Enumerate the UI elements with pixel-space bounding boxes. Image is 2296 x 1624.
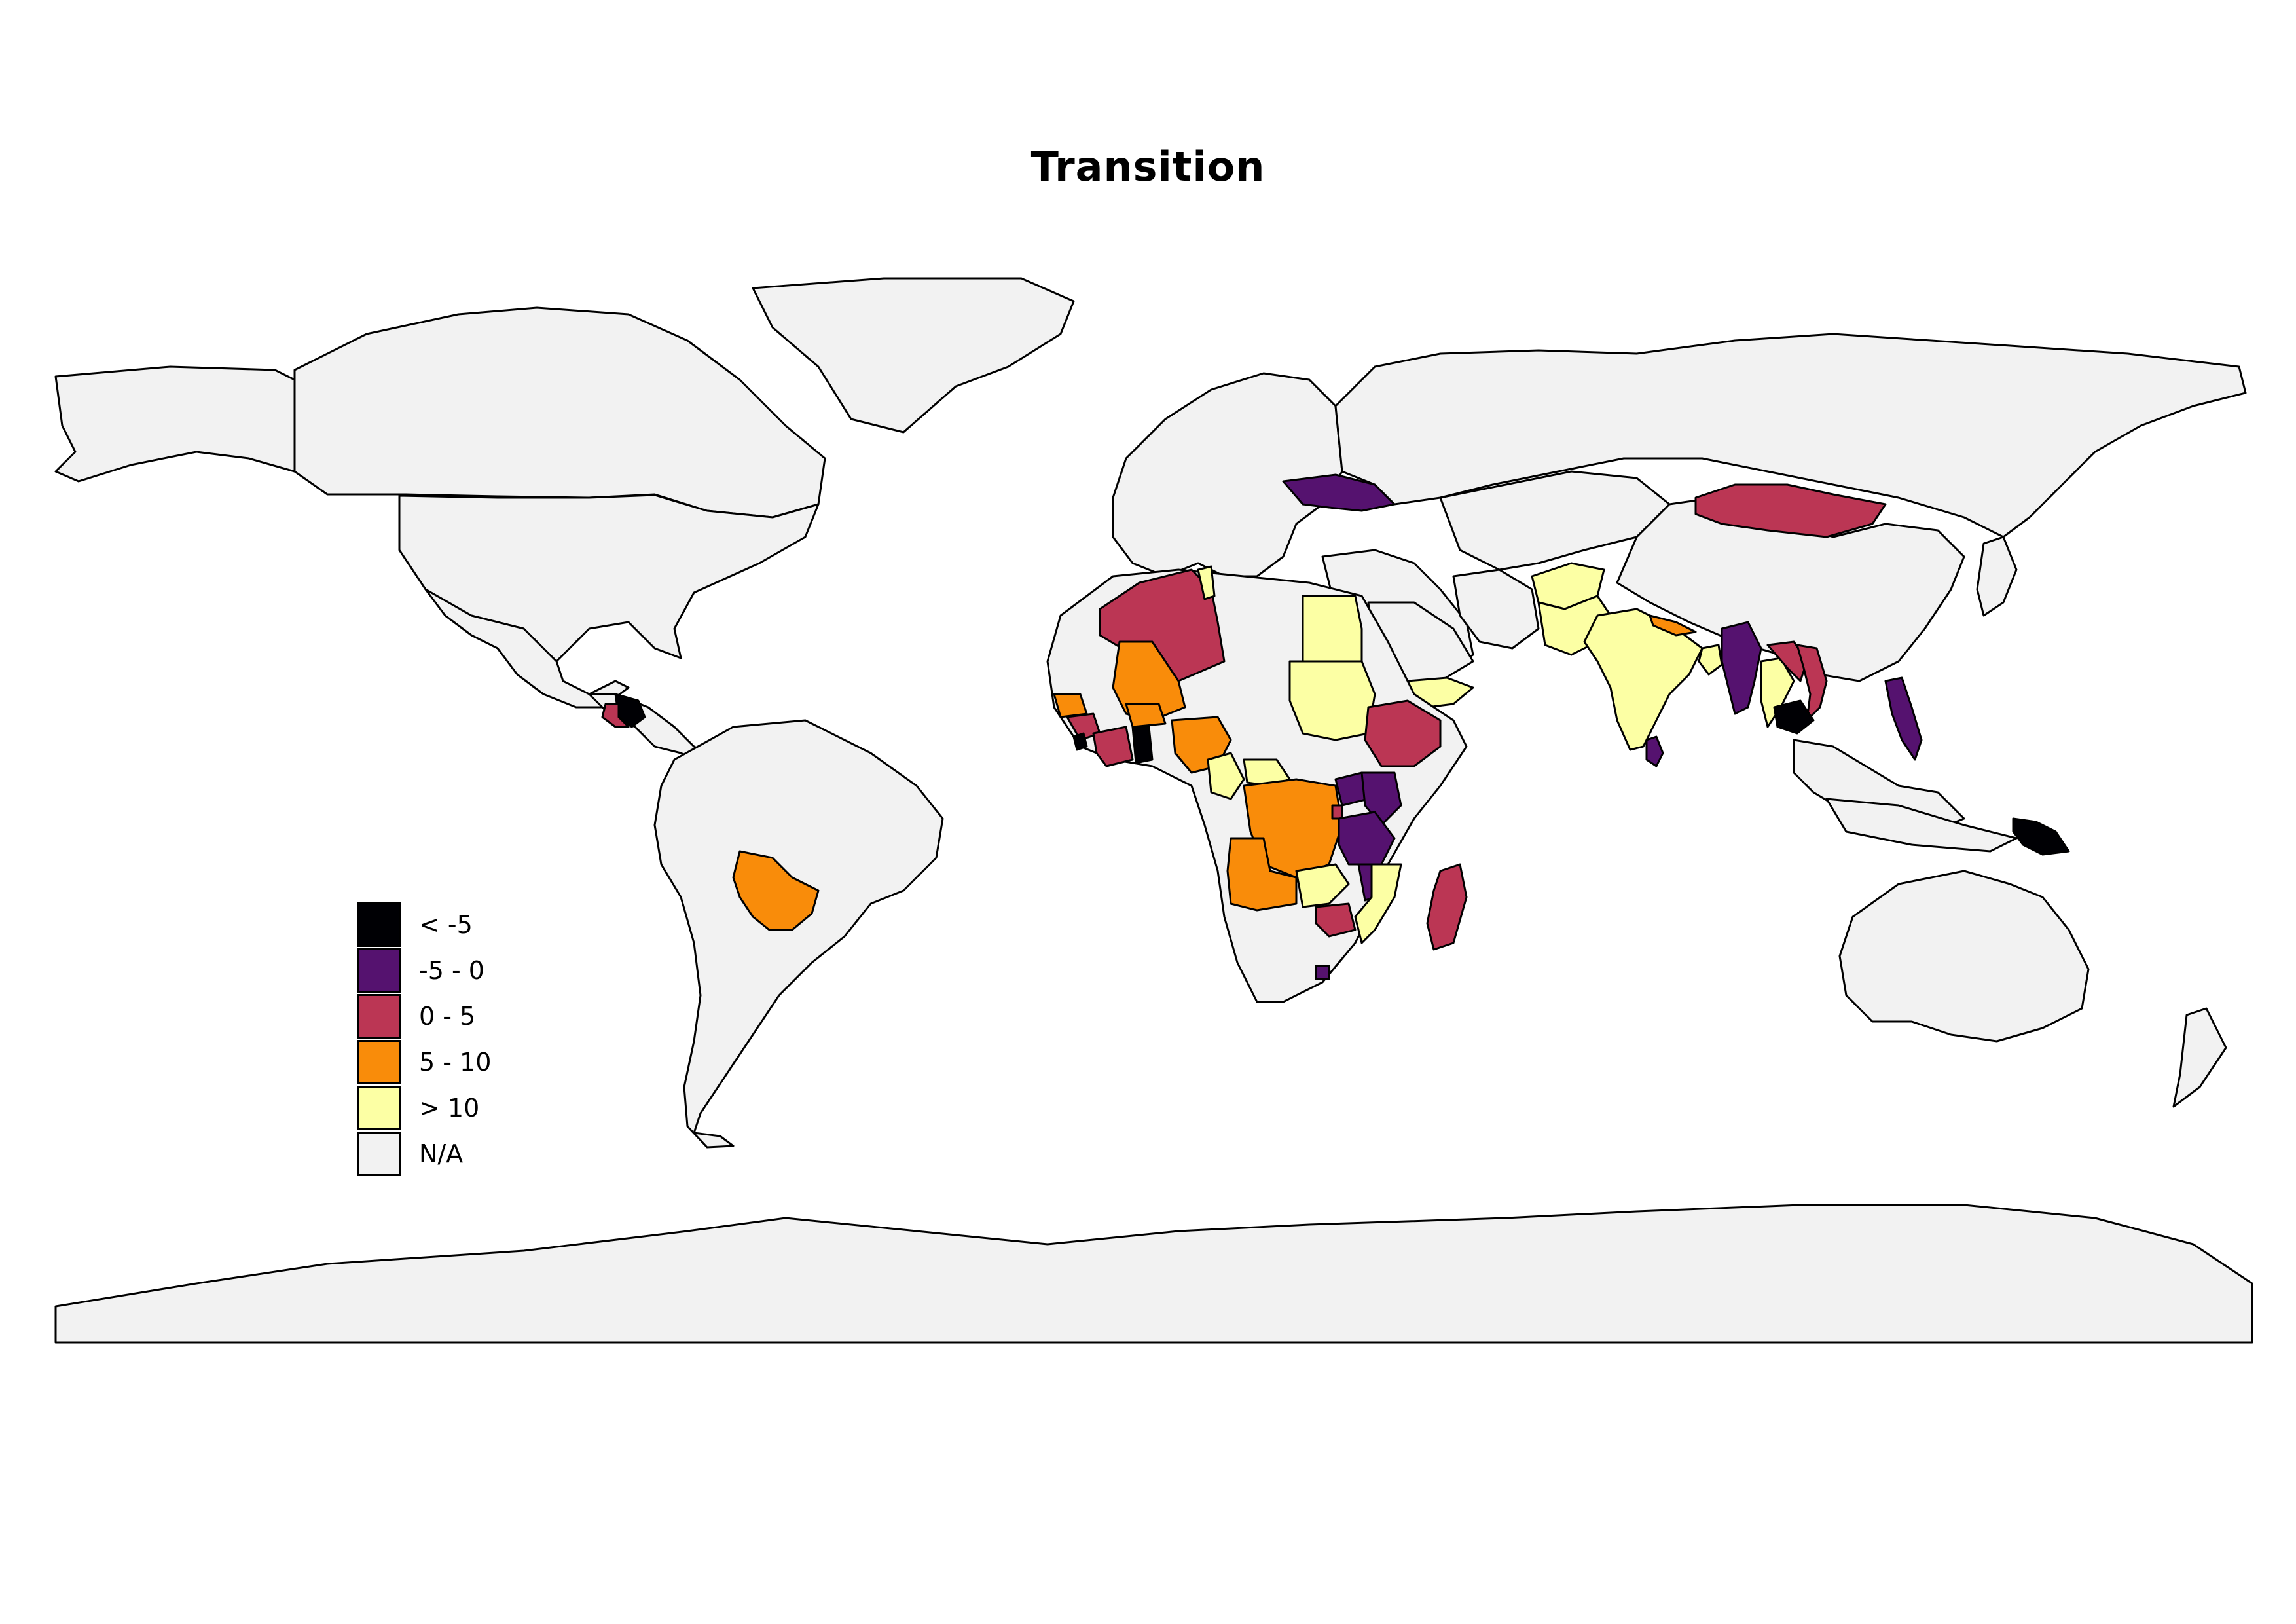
- region-vietnam[interactable]: [1796, 644, 1828, 722]
- region-rwanda[interactable]: [1331, 804, 1343, 820]
- region-bangladesh[interactable]: [1698, 644, 1723, 676]
- region-antarctica[interactable]: [54, 1204, 2253, 1344]
- legend-label-minus5-0: -5 - 0: [419, 956, 484, 985]
- region-canada[interactable]: [293, 306, 826, 519]
- region-philippines[interactable]: [1884, 676, 1923, 761]
- region-russia[interactable]: [1334, 333, 2247, 538]
- region-madagascar[interactable]: [1426, 863, 1468, 951]
- region-alaska[interactable]: [54, 365, 296, 483]
- region-nepal[interactable]: [1649, 614, 1697, 637]
- region-sri-lanka[interactable]: [1645, 735, 1664, 767]
- legend-swatch-na: [357, 1132, 401, 1176]
- legend-label-gt-10: > 10: [419, 1094, 480, 1122]
- page-title: Transition: [1030, 143, 1266, 191]
- region-burkina-faso[interactable]: [1125, 703, 1167, 728]
- region-bolivia[interactable]: [732, 850, 820, 931]
- region-ethiopia[interactable]: [1364, 699, 1442, 767]
- region-greenland[interactable]: [752, 277, 1075, 434]
- region-myanmar[interactable]: [1721, 621, 1762, 715]
- region-cambodia[interactable]: [1773, 699, 1815, 735]
- region-egypt[interactable]: [1302, 595, 1363, 663]
- legend-swatch-gt-10: [357, 1086, 401, 1130]
- region-ukraine[interactable]: [1282, 473, 1396, 512]
- region-lesotho[interactable]: [1315, 965, 1330, 980]
- region-papua-new-guinea[interactable]: [2012, 817, 2070, 856]
- region-angola[interactable]: [1226, 837, 1298, 912]
- region-cameroon[interactable]: [1207, 752, 1245, 800]
- legend-swatch-lt-minus5: [357, 902, 401, 947]
- region-mongolia[interactable]: [1694, 483, 1887, 538]
- region-ghana[interactable]: [1131, 726, 1154, 764]
- legend-label-na: N/A: [419, 1139, 464, 1168]
- region-europe[interactable]: [1112, 372, 1343, 578]
- region-south-america[interactable]: [653, 719, 944, 1149]
- legend-label-0-5: 0 - 5: [419, 1002, 476, 1031]
- region-indonesia[interactable]: [1825, 798, 2018, 853]
- region-mali[interactable]: [1112, 640, 1186, 722]
- region-sudan[interactable]: [1288, 660, 1376, 741]
- region-zimbabwe[interactable]: [1315, 902, 1357, 938]
- region-iran[interactable]: [1452, 568, 1540, 650]
- legend-label-5-10: 5 - 10: [419, 1048, 492, 1077]
- legend-swatch-5-10: [357, 1040, 401, 1084]
- region-japan[interactable]: [1976, 536, 2018, 617]
- legend-label-lt-minus5: < -5: [419, 910, 473, 939]
- region-senegal[interactable]: [1053, 693, 1088, 718]
- region-tunisia[interactable]: [1197, 565, 1216, 600]
- region-usa[interactable]: [398, 494, 820, 663]
- region-nicaragua[interactable]: [601, 703, 630, 728]
- region-zambia[interactable]: [1295, 863, 1350, 908]
- legend-swatch-minus5-0: [357, 948, 401, 993]
- legend-swatch-0-5: [357, 994, 401, 1039]
- region-new-zealand[interactable]: [2172, 1007, 2227, 1108]
- region-australia[interactable]: [1838, 870, 2090, 1043]
- region-sierra-leone[interactable]: [1072, 732, 1088, 751]
- region-mozambique[interactable]: [1354, 863, 1402, 944]
- land-layer: [54, 277, 2253, 1344]
- region-cote-divoire[interactable]: [1092, 726, 1134, 767]
